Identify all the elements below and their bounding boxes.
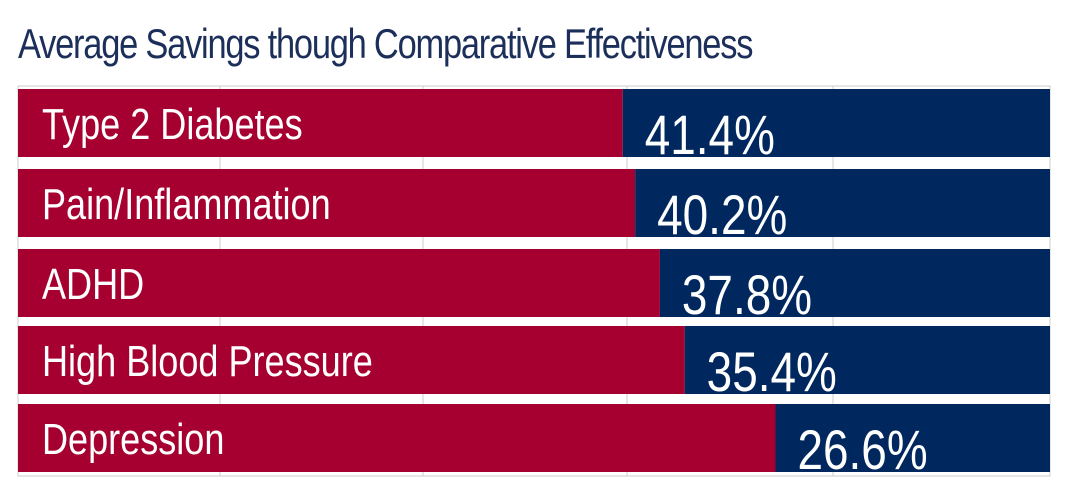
bar-remainder [18,326,685,394]
bar-savings [622,89,1050,157]
category-label: High Blood Pressure [42,337,373,386]
bar-savings [659,249,1050,317]
bar-row: Pain/Inflammation 40.2% [18,169,1050,246]
bar-row: Type 2 Diabetes 41.4% [18,89,1050,166]
bar-savings [684,326,1050,394]
value-label: 35.4% [707,341,837,403]
bar-remainder [18,89,623,157]
value-label: 41.4% [645,104,775,166]
bar-savings [635,169,1050,237]
bars: Type 2 Diabetes 41.4% Pain/Inflammation 40.… [18,89,1050,481]
bar-row: Depression 26.6% [18,404,1050,481]
chart-title: Average Savings though Comparative Effec… [18,20,753,67]
value-label: 40.2% [657,184,787,246]
category-label: Pain/Inflammation [42,180,331,229]
category-label: ADHD [42,260,144,309]
bar-remainder [18,249,660,317]
category-label: Type 2 Diabetes [42,100,303,149]
value-label: 37.8% [682,264,812,326]
bar-row: High Blood Pressure 35.4% [18,326,1050,403]
bar-remainder [18,169,636,237]
bar-savings [775,404,1050,472]
bar-remainder [18,404,776,472]
bar-row: ADHD 37.8% [18,249,1050,326]
category-label: Depression [42,415,224,464]
value-label: 26.6% [797,419,927,481]
